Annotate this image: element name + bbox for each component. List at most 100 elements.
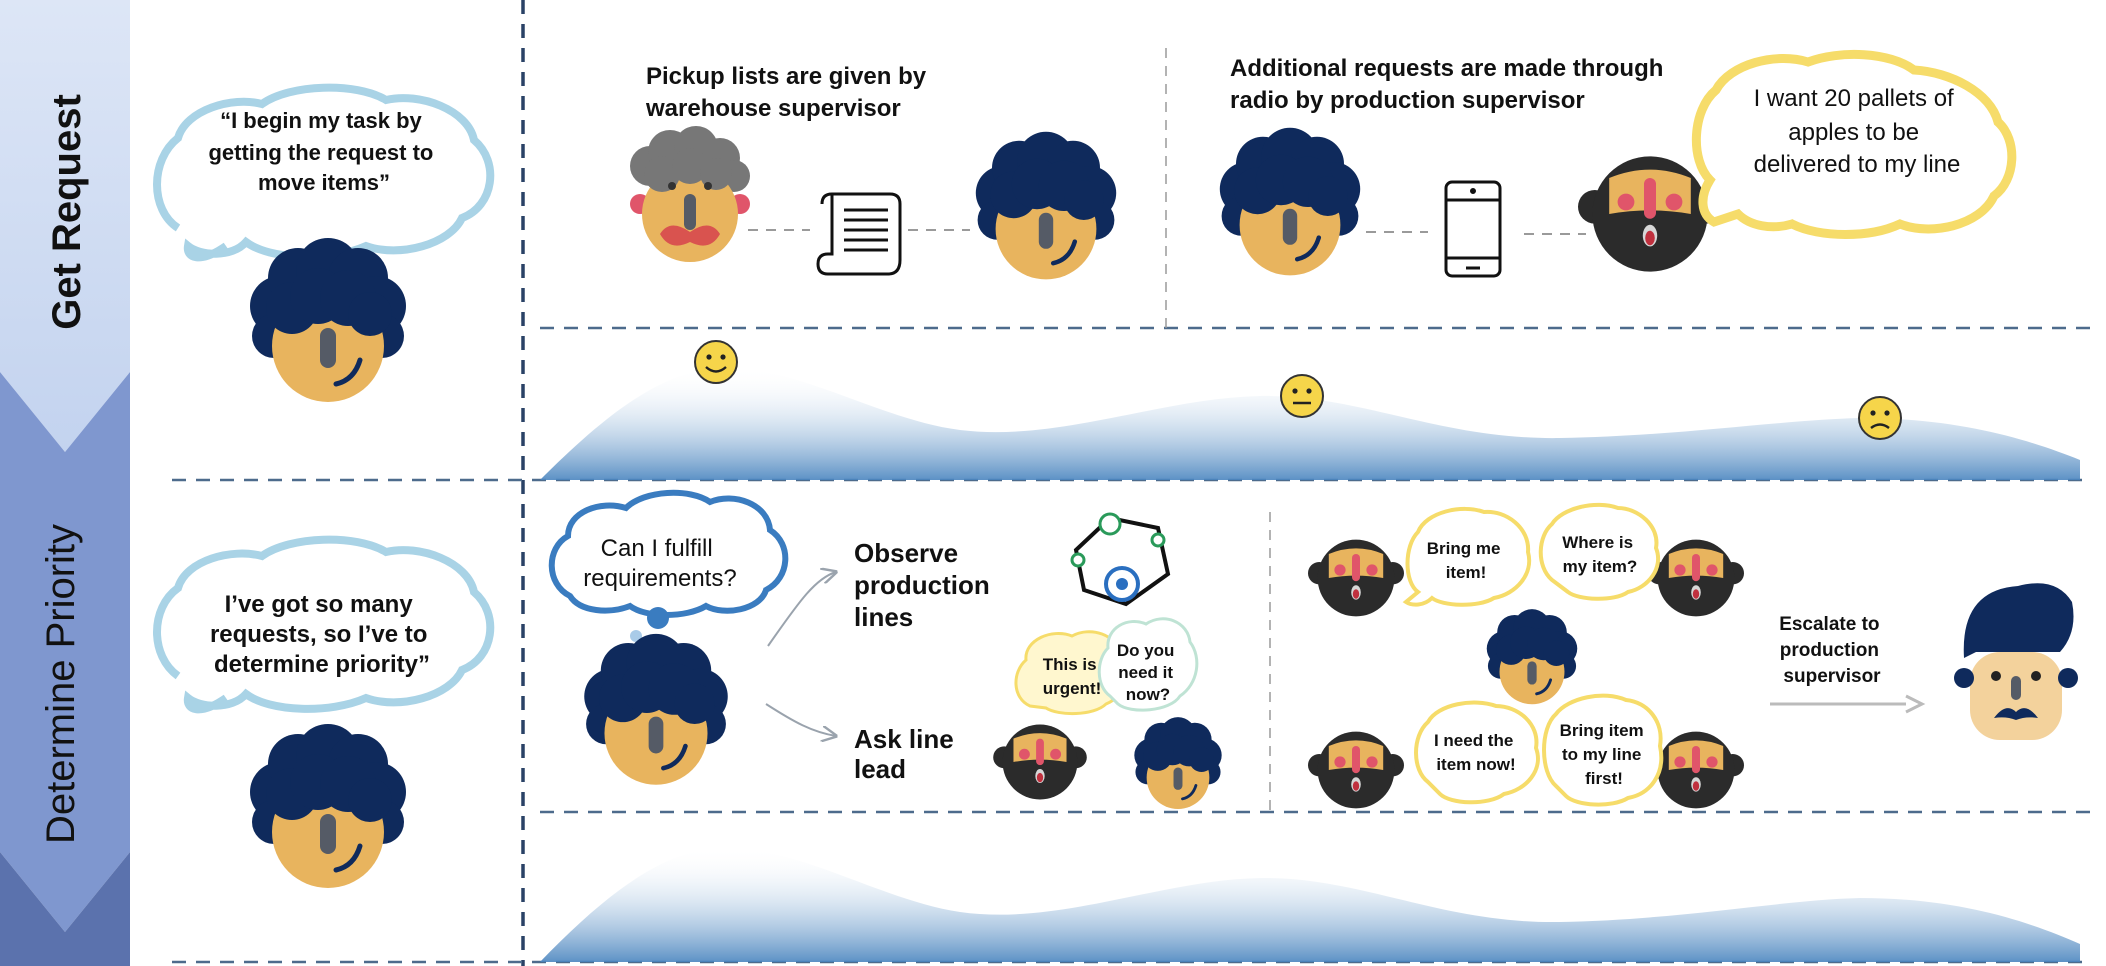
grid-lines <box>172 0 2090 966</box>
ask-line: Ask line <box>854 724 954 754</box>
bubble-line: my item? <box>1563 557 1638 576</box>
emotion-curve-determine-priority <box>540 847 2080 962</box>
additional-heading-line: radio by production supervisor <box>1230 87 1585 114</box>
supervisor-speech-line: I want 20 pallets of <box>1754 85 1954 112</box>
bubble-line: I need the <box>1434 731 1513 750</box>
observe-line: lines <box>854 602 913 632</box>
speech-bubble-urgent <box>1014 630 1128 716</box>
radio-requests-section: Additional requests are made through rad… <box>1220 50 2017 278</box>
svg-text:Pickup lists are given by: Pickup lists are given by warehouse supe… <box>645 63 933 122</box>
pickup-heading-line: Pickup lists are given by <box>646 63 927 90</box>
worker-avatar <box>976 132 1116 280</box>
persona-get-request: “I begin my task by getting the request … <box>153 83 495 402</box>
svg-text:Can I fulfill requiremen: Can I fulfill requirements? <box>583 535 736 592</box>
worker-avatar <box>1132 715 1224 811</box>
worker-avatar <box>250 238 406 402</box>
stage-label-determine-priority: Determine Priority <box>39 524 83 844</box>
svg-text:I want 20 pallets of app: I want 20 pallets of apples to be delive… <box>1754 85 1961 178</box>
escalate-line: Escalate to <box>1779 614 1879 635</box>
speech-bubble-ineed <box>1414 700 1540 805</box>
bubble-line: Bring item <box>1560 721 1644 740</box>
speech-bubble <box>153 83 495 262</box>
arrow-to-ask <box>765 703 836 736</box>
persona-quote-line: getting the request to <box>208 140 433 165</box>
svg-text:This is urgent!: This is urgent! <box>1043 655 1102 698</box>
persona-determine-priority: I’ve got so many requests, so I’ve to de… <box>153 535 495 888</box>
warehouse-supervisor-avatar <box>630 126 750 262</box>
sad-face-icon <box>1858 396 1902 440</box>
pickup-lists-section: Pickup lists are given by warehouse supe… <box>630 63 1116 279</box>
persona-quote-line: move items” <box>258 170 390 195</box>
speech-bubble-first <box>1542 693 1664 807</box>
worker-avatar <box>584 634 728 785</box>
additional-heading-line: Additional requests are made through <box>1230 55 1663 82</box>
competing-requests-section: Bring me item! Where is my item? I need … <box>1308 502 2078 809</box>
supervisor-speech-line: delivered to my line <box>1754 151 1961 178</box>
line-lead-avatar <box>1308 731 1404 809</box>
speech-bubble-where <box>1538 502 1660 601</box>
line-lead-avatar <box>993 724 1087 800</box>
speech-bubble-need <box>1097 617 1199 712</box>
stage-get-request <box>0 0 130 452</box>
persona-quote-line: I’ve got so many <box>225 591 414 618</box>
worker-avatar <box>1220 128 1360 276</box>
emotion-wave <box>540 847 2080 962</box>
bubble-line: now? <box>1126 685 1170 704</box>
pickup-list-scroll-icon <box>816 192 902 276</box>
supervisor-speech-line: apples to be <box>1788 119 1919 146</box>
bubble-line: Do you <box>1117 641 1175 660</box>
line-lead-avatar <box>1308 539 1404 617</box>
svg-text:I’ve got so many request: I’ve got so many requests, so I’ve to de… <box>210 591 434 678</box>
svg-text:Do you need it now: Do you need it now? <box>1117 641 1179 704</box>
bubble-line: item! <box>1446 563 1487 582</box>
stage-determine-priority <box>0 372 130 932</box>
thought-dot <box>647 607 669 629</box>
bubble-line: to my line <box>1562 745 1641 764</box>
persona-quote-line: “I begin my task by <box>220 108 422 133</box>
svg-text:Additional requests are made t: Additional requests are made through rad… <box>1230 55 1670 114</box>
svg-text:Ask line lead: Ask line lead <box>854 724 961 784</box>
svg-text:“I begin my task by gett: “I begin my task by getting the request … <box>208 108 439 195</box>
thinking-section: Can I fulfill requirements? Observe prod… <box>548 489 1224 811</box>
persona-quote-line: requests, so I’ve to <box>210 621 427 648</box>
thought-line: Can I fulfill <box>601 535 713 562</box>
production-supervisor-avatar <box>1954 583 2078 740</box>
worker-avatar <box>250 724 406 888</box>
speech-bubble-bring <box>1402 507 1532 607</box>
stage-next <box>0 852 130 966</box>
line-lead-avatar <box>1648 539 1744 617</box>
thought-dot <box>630 630 642 642</box>
arrow-to-observe <box>767 572 836 647</box>
phone-icon <box>1444 180 1502 278</box>
bubble-line: need it <box>1118 663 1173 682</box>
observe-line: Observe <box>854 538 958 568</box>
escalate-line: production <box>1780 640 1879 661</box>
neutral-face-icon <box>1280 374 1324 418</box>
ask-line: lead <box>854 754 906 784</box>
stage-label-get-request: Get Request <box>45 94 89 330</box>
svg-text:I need the item now!: I need the item now! <box>1434 731 1518 774</box>
bubble-line: Bring me <box>1427 539 1501 558</box>
speech-bubble <box>153 535 495 714</box>
svg-text:Bring me item!: Bring me item! <box>1427 539 1505 582</box>
stage-ribbon: Get Request Determine Priority <box>0 0 130 966</box>
svg-text:Escalate to production: Escalate to production supervisor <box>1779 614 1885 687</box>
bubble-line: Where is <box>1562 533 1633 552</box>
happy-face-icon <box>694 340 738 384</box>
bubble-line: urgent! <box>1043 679 1102 698</box>
escalate-arrow <box>1770 694 1926 714</box>
svg-text:Where is my item?: Where is my item? <box>1562 533 1638 576</box>
bubble-line: first! <box>1585 769 1623 788</box>
escalate-line: supervisor <box>1783 666 1881 687</box>
thought-line: requirements? <box>583 565 736 592</box>
bubble-line: item now! <box>1436 755 1515 774</box>
worker-avatar <box>1485 607 1579 706</box>
bubble-line: This is <box>1043 655 1097 674</box>
supervisor-speech-bubble <box>1691 50 2017 239</box>
svg-text:Bring item to my line: Bring item to my line first! <box>1560 721 1649 788</box>
pickup-heading-line: warehouse supervisor <box>645 95 901 122</box>
emotion-curve-get-request <box>540 340 2080 480</box>
svg-text:Observe production: Observe production lines <box>854 538 997 632</box>
emotion-wave <box>540 367 2080 480</box>
